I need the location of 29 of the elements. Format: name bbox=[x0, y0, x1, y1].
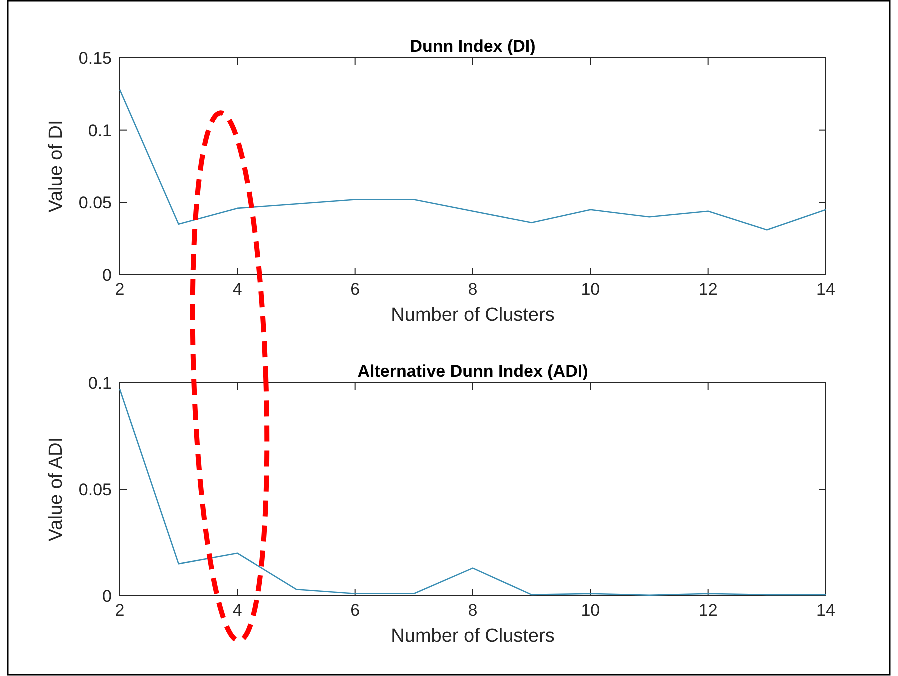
x-tick-label: 8 bbox=[468, 601, 478, 620]
x-tick-label: 2 bbox=[115, 280, 125, 299]
line-series bbox=[119, 388, 827, 596]
y-axis-title: Value of ADI bbox=[46, 437, 67, 542]
y-tick-label: 0 bbox=[102, 266, 112, 285]
x-tick-label: 14 bbox=[816, 601, 836, 620]
x-tick-label: 12 bbox=[698, 601, 718, 620]
x-tick-label: 6 bbox=[350, 601, 360, 620]
x-tick-label: 2 bbox=[115, 601, 125, 620]
chart-title: Dunn Index (DI) bbox=[410, 37, 536, 56]
y-tick-label: 0 bbox=[102, 587, 112, 606]
line-series bbox=[119, 89, 827, 231]
y-tick-label: 0.1 bbox=[88, 374, 112, 393]
y-axis-title: Value of DI bbox=[46, 120, 67, 213]
y-tick-label: 0.05 bbox=[78, 194, 112, 213]
x-tick-label: 12 bbox=[698, 280, 718, 299]
x-tick-label: 14 bbox=[816, 280, 836, 299]
x-axis-title: Number of Clusters bbox=[391, 305, 555, 326]
chart-title: Alternative Dunn Index (ADI) bbox=[358, 362, 588, 381]
y-tick-label: 0.1 bbox=[88, 121, 112, 140]
x-tick-label: 4 bbox=[232, 280, 242, 299]
y-tick-label: 0.15 bbox=[78, 49, 112, 68]
x-axis-title: Number of Clusters bbox=[391, 626, 555, 647]
x-tick-label: 8 bbox=[468, 280, 478, 299]
y-tick-label: 0.05 bbox=[78, 480, 112, 500]
x-tick-label: 10 bbox=[581, 601, 600, 620]
x-tick-label: 6 bbox=[350, 280, 360, 299]
x-tick-label: 10 bbox=[581, 280, 600, 299]
x-tick-label: 4 bbox=[232, 601, 242, 620]
